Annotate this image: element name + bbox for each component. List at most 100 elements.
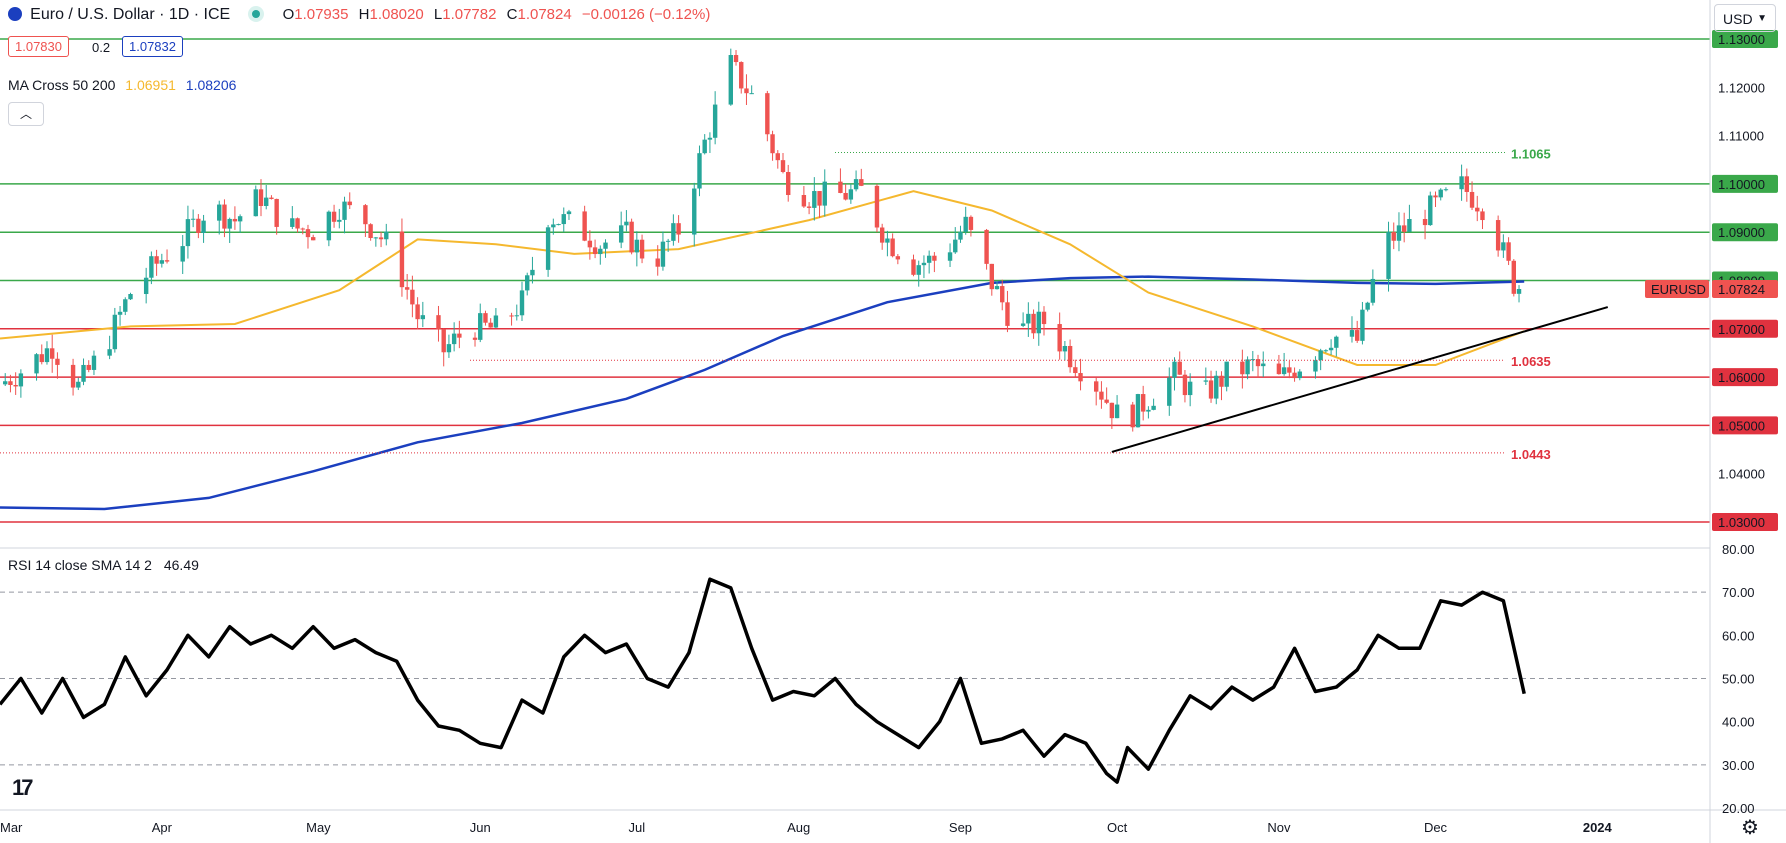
candle-body — [404, 287, 410, 290]
collapse-button[interactable]: ︿ — [8, 102, 44, 126]
time-tick-4: Jul — [629, 820, 646, 835]
market-status-icon — [252, 10, 261, 18]
candle-body — [373, 237, 379, 239]
candle — [436, 305, 441, 342]
candle-body — [1031, 313, 1036, 334]
candle-body — [765, 93, 770, 135]
candle-body — [399, 231, 405, 288]
candle-body — [488, 322, 493, 328]
candle — [587, 230, 593, 260]
candle — [1422, 209, 1428, 240]
settings-gear-icon[interactable]: ⚙ — [1741, 817, 1759, 839]
ma-legend[interactable]: MA Cross 50 200 1.06951 1.08206 — [8, 77, 236, 93]
change-value: −0.00126 (−0.12%) — [581, 6, 711, 23]
candle — [196, 214, 201, 239]
candle-body — [112, 314, 118, 350]
candle — [926, 250, 932, 274]
candle — [1182, 369, 1188, 403]
candle-body — [39, 354, 44, 363]
candle — [911, 254, 916, 277]
price-tick-bg-4 — [1712, 223, 1778, 242]
ask-button[interactable]: 1.07832 — [122, 36, 183, 57]
candle-body — [582, 211, 587, 241]
candle-body — [895, 256, 901, 260]
candle — [39, 344, 44, 365]
time-tick-1: Apr — [152, 820, 173, 835]
time-tick-5: Aug — [787, 820, 810, 835]
low-value: 1.07782 — [442, 6, 497, 23]
candle-body — [300, 228, 305, 230]
candle — [1292, 367, 1297, 382]
candle — [143, 267, 149, 304]
currency-label: USD — [1723, 11, 1753, 27]
candle — [378, 231, 384, 248]
candle — [874, 184, 880, 233]
candle — [545, 224, 551, 277]
candle-body — [478, 313, 483, 340]
candle-body — [838, 181, 843, 193]
candle-body — [1151, 405, 1156, 410]
price-tick-10: 1.03000 — [1718, 515, 1765, 530]
candle-body — [890, 238, 895, 257]
bid-button[interactable]: 1.07830 — [8, 36, 69, 57]
candle-body — [1386, 232, 1391, 279]
candle-body — [853, 179, 859, 190]
candle-body — [1187, 381, 1193, 396]
candle-body — [1094, 381, 1099, 392]
candle — [859, 168, 864, 187]
candle — [13, 372, 18, 395]
candle — [290, 206, 295, 230]
candle-body — [556, 224, 561, 226]
candle-body — [1005, 302, 1010, 326]
candle-body — [117, 311, 123, 315]
candle-body — [1146, 409, 1151, 412]
candle-body — [744, 88, 749, 94]
candle — [1313, 356, 1318, 379]
candle — [1140, 385, 1146, 421]
candle — [1516, 285, 1522, 303]
candle-body — [545, 227, 551, 270]
candle-body — [530, 269, 535, 276]
currency-button[interactable]: USD ▼ — [1714, 4, 1776, 32]
symbol-title[interactable]: Euro / U.S. Dollar · 1D · ICE — [30, 6, 231, 23]
candle-body — [1391, 232, 1396, 241]
close-value: 1.07824 — [517, 6, 572, 23]
price-tick-bg-10 — [1712, 513, 1778, 531]
candle-body — [618, 225, 624, 243]
candle — [1401, 212, 1407, 243]
rsi-value: 46.49 — [163, 557, 199, 573]
open-label: O — [282, 6, 295, 23]
candle — [1224, 361, 1229, 392]
candle — [947, 243, 953, 268]
candle — [1428, 191, 1433, 226]
candle-body — [822, 181, 827, 206]
candle-body — [1360, 309, 1365, 341]
candle-body — [159, 260, 165, 264]
ma200-line — [0, 275, 1525, 511]
candle-body — [1203, 380, 1209, 382]
candle-body — [331, 211, 337, 222]
candle-body — [660, 241, 666, 267]
rsi-legend[interactable]: RSI 14 close SMA 14 2 46.49 — [8, 557, 199, 573]
candle — [1391, 222, 1396, 250]
candle — [457, 320, 462, 349]
candle-body — [441, 329, 446, 353]
candle — [300, 227, 305, 235]
candle — [624, 210, 629, 232]
candle-body — [1433, 195, 1438, 198]
candle — [822, 169, 827, 217]
candle — [1407, 204, 1412, 232]
candle-body — [420, 315, 426, 320]
candle-body — [1511, 260, 1516, 294]
candle — [399, 218, 405, 297]
candle-body — [1104, 399, 1109, 403]
level-annotations: 1.1065 1.0635 1.0443 — [0, 147, 1551, 462]
candle — [1005, 290, 1010, 333]
ma50-line — [0, 190, 1525, 366]
candle-body — [1370, 278, 1376, 303]
candle-body — [806, 206, 812, 208]
candle — [629, 218, 634, 255]
high-label: H — [358, 6, 370, 23]
candle-body — [1464, 176, 1470, 192]
